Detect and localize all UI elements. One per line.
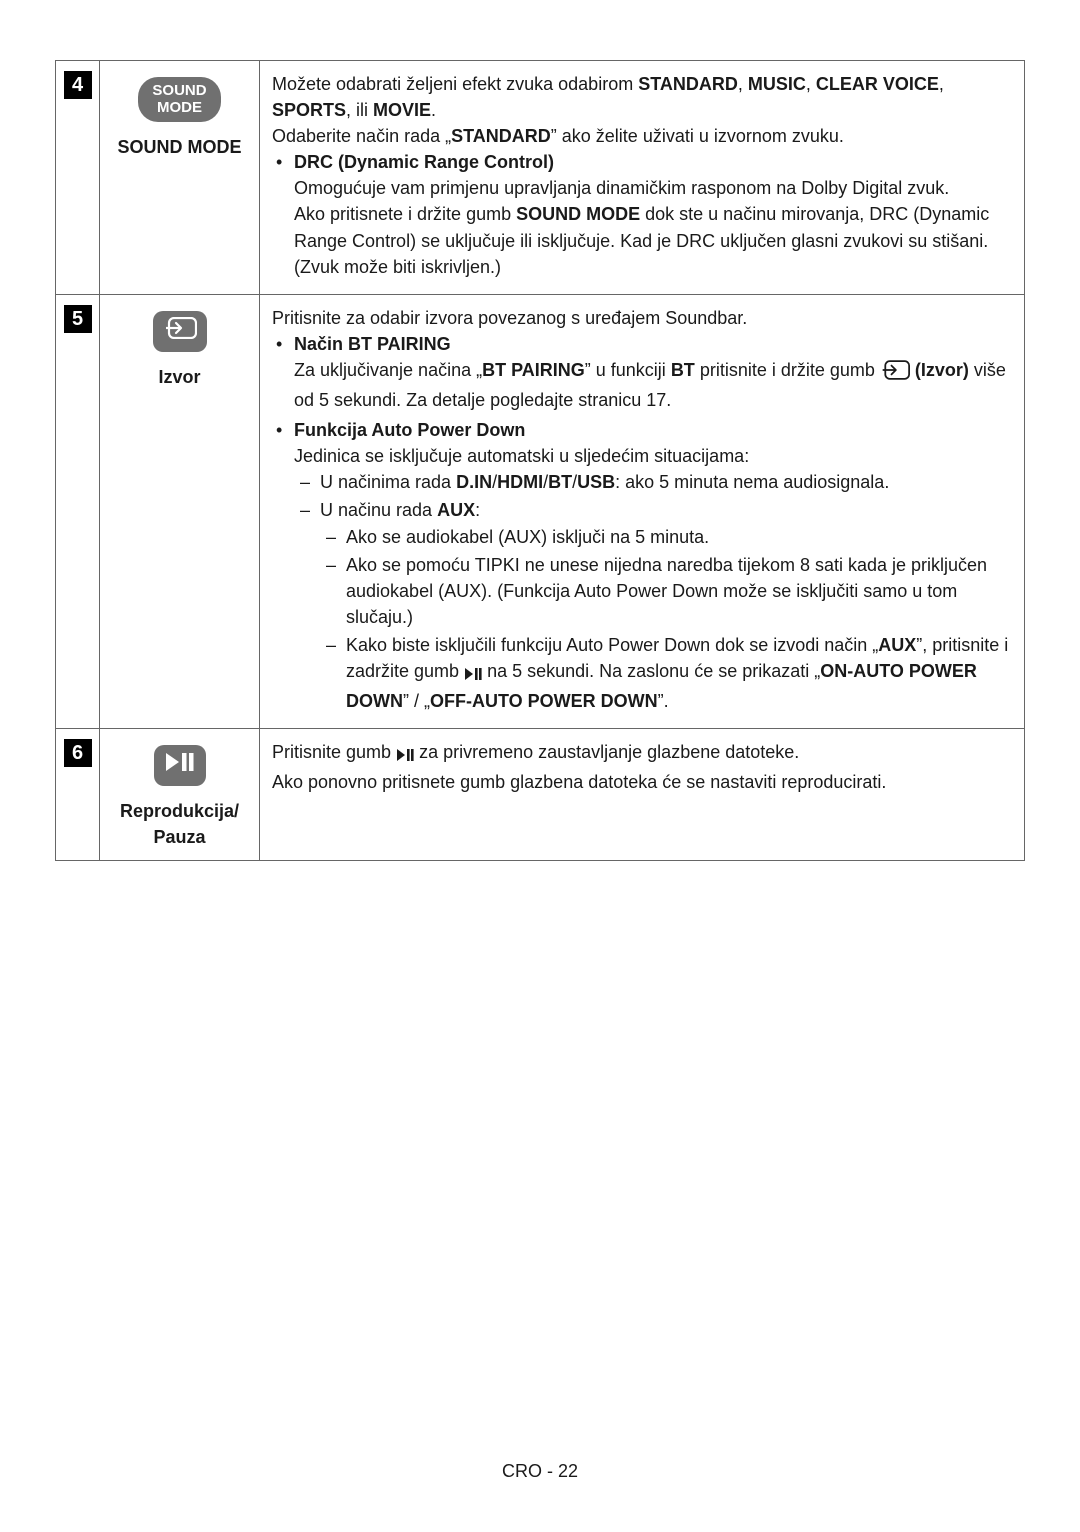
bullet-title: Funkcija Auto Power Down [294,420,525,440]
page-footer: CRO - 22 [0,1461,1080,1482]
icon-label: Reprodukcija/ Pauza [112,798,247,850]
row-number-cell: 5 [56,294,100,728]
table-row: 4 SOUND MODE SOUND MODE Možete odabrati … [56,61,1025,295]
play-pause-inline-icon [464,662,482,688]
row-description: Možete odabrati željeni efekt zvuka odab… [260,61,1025,295]
table-row: 6 Reprodukcija/ Pauza Pritisnite gumb [56,729,1025,861]
row-number: 4 [64,71,92,99]
row-description: Pritisnite za odabir izvora povezanog s … [260,294,1025,728]
row-number-cell: 4 [56,61,100,295]
play-pause-inline-icon [396,743,414,769]
row-description: Pritisnite gumb za privremeno zaustavlja… [260,729,1025,861]
sound-mode-pill-icon: SOUND MODE [138,77,220,122]
bullet-title: Način BT PAIRING [294,334,451,354]
play-pause-icon [154,745,206,786]
table-row: 5 Izvor Pritisnite za odabir izvora pove… [56,294,1025,728]
row-number: 6 [64,739,92,767]
row-icon-cell: Reprodukcija/ Pauza [100,729,260,861]
manual-table: 4 SOUND MODE SOUND MODE Možete odabrati … [55,60,1025,861]
row-number-cell: 6 [56,729,100,861]
bullet-title: DRC (Dynamic Range Control) [294,152,554,172]
row-icon-cell: SOUND MODE SOUND MODE [100,61,260,295]
icon-label: Izvor [112,364,247,390]
icon-label: SOUND MODE [112,134,247,160]
source-inline-icon [880,360,910,387]
row-number: 5 [64,305,92,333]
source-icon [153,311,207,352]
row-icon-cell: Izvor [100,294,260,728]
